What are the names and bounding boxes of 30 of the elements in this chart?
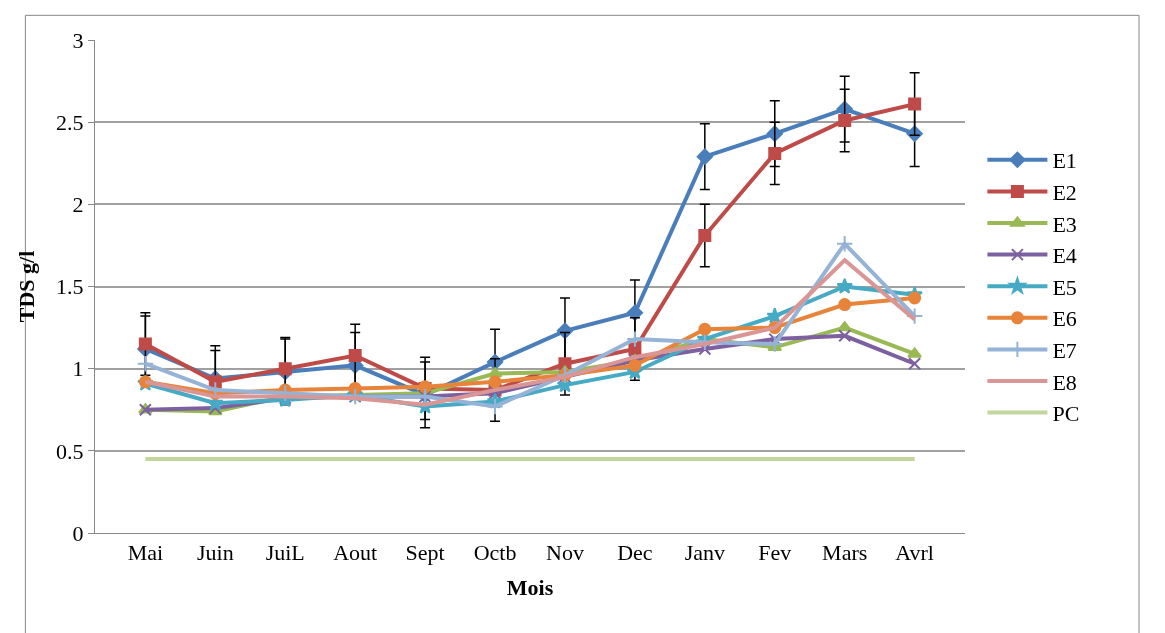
x-tick-label: Octb — [473, 540, 517, 566]
x-axis-title: Mois — [506, 575, 554, 601]
y-tick-label: 0.5 — [56, 438, 84, 464]
x-tick-label: Dec — [617, 540, 653, 566]
legend-label: E6 — [1052, 306, 1077, 332]
y-axis-title: TDS g/l — [13, 250, 39, 323]
y-tick-label: 1.5 — [56, 274, 84, 300]
y-tick-label: 1 — [72, 356, 84, 382]
x-tick-label: Avrl — [895, 540, 934, 566]
legend-label: E5 — [1052, 274, 1077, 300]
x-tick-label: Mars — [822, 540, 868, 566]
x-tick-label: Aout — [333, 540, 378, 566]
legend-label: PC — [1052, 401, 1080, 427]
x-tick-label: Sept — [405, 540, 445, 566]
x-tick-label: Fev — [758, 540, 792, 566]
x-tick-label: JuiL — [265, 540, 305, 566]
legend-label: E7 — [1052, 337, 1077, 363]
x-tick-label: Juin — [196, 540, 234, 566]
y-tick-label: 2.5 — [56, 109, 84, 135]
x-tick-label: Janv — [684, 540, 725, 566]
legend-label: E1 — [1052, 148, 1077, 174]
legend-label: E2 — [1052, 179, 1077, 205]
legend-label: E3 — [1052, 211, 1077, 237]
y-tick-label: 3 — [72, 27, 84, 53]
y-tick-label: 2 — [72, 192, 84, 218]
legend-label: E8 — [1052, 369, 1077, 395]
y-tick-label: 0 — [72, 520, 84, 546]
x-tick-label: Mai — [127, 540, 164, 566]
x-tick-label: Nov — [546, 540, 584, 566]
legend-label: E4 — [1052, 243, 1077, 269]
